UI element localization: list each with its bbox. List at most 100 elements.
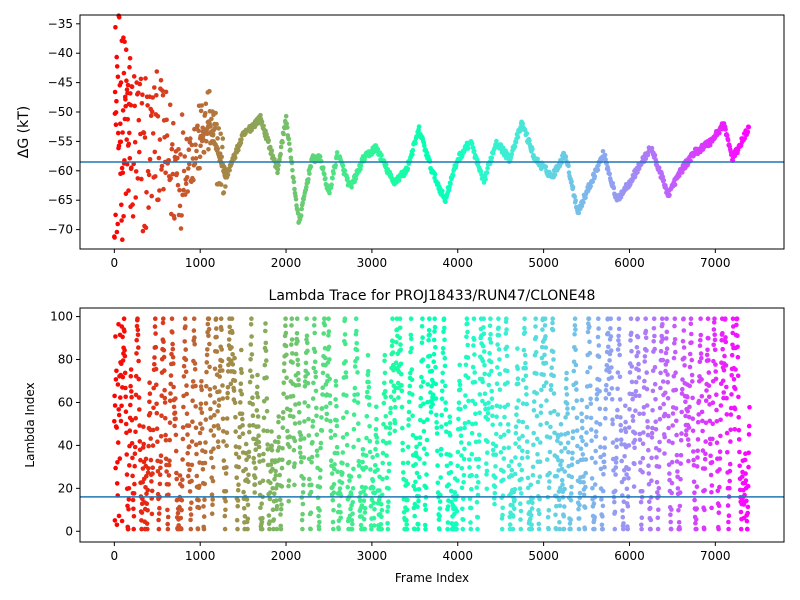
lambda-point — [501, 445, 507, 451]
lambda-point — [286, 498, 292, 504]
lambda-point — [665, 396, 671, 401]
lambda-point — [330, 497, 336, 503]
lambda-point — [622, 454, 627, 459]
lambda-point — [472, 379, 478, 385]
lambda-point — [145, 508, 150, 513]
lambda-point — [735, 333, 740, 339]
lambda-point — [332, 466, 337, 472]
lambda-point — [148, 457, 154, 463]
lambda-point — [171, 404, 177, 410]
lambda-point — [476, 480, 481, 485]
dg-point — [179, 213, 184, 218]
lambda-point — [507, 522, 513, 527]
dg-point — [140, 92, 145, 97]
dg-point — [128, 102, 134, 108]
lambda-point — [438, 452, 444, 458]
lambda-point — [387, 421, 393, 426]
lambda-point — [633, 389, 639, 394]
lambda-point — [472, 401, 478, 407]
lambda-point — [327, 376, 333, 382]
lambda-point — [672, 337, 678, 342]
lambda-point — [412, 487, 418, 492]
lambda-point — [247, 429, 252, 435]
lambda-point — [644, 386, 650, 392]
dg-point — [125, 82, 131, 88]
lambda-point — [439, 396, 445, 402]
x-tick-label: 4000 — [442, 256, 473, 270]
y-tick-label: −60 — [48, 164, 73, 178]
lambda-point — [608, 326, 613, 331]
dg-point — [124, 161, 130, 167]
lambda-point — [462, 421, 468, 426]
lambda-point — [579, 411, 584, 417]
y-tick-label: −55 — [48, 134, 73, 148]
lambda-point — [405, 460, 411, 466]
dg-point — [161, 186, 166, 192]
lambda-point — [717, 456, 723, 461]
dg-point — [170, 171, 176, 177]
lambda-point — [118, 395, 123, 400]
lambda-point — [153, 366, 159, 372]
lambda-point — [644, 348, 649, 353]
lambda-point — [133, 392, 139, 398]
lambda-point — [676, 508, 681, 513]
dg-point — [139, 176, 144, 182]
lambda-point — [395, 380, 401, 386]
lambda-point — [599, 497, 604, 502]
lambda-point — [543, 360, 549, 366]
lambda-point — [634, 353, 639, 359]
lambda-point — [168, 381, 173, 387]
lambda-point — [417, 441, 423, 447]
dg-point — [220, 136, 226, 141]
lambda-point — [463, 362, 469, 368]
lambda-point — [182, 339, 187, 344]
lambda-point — [664, 329, 670, 335]
dg-point — [216, 126, 221, 131]
lambda-point — [547, 470, 552, 476]
lambda-point — [587, 365, 593, 370]
lambda-point — [428, 410, 434, 415]
dg-point — [280, 140, 285, 145]
lambda-point — [493, 452, 499, 458]
lambda-point — [289, 342, 294, 347]
lambda-point — [745, 510, 750, 516]
lambda-point — [596, 343, 602, 348]
dg-point — [293, 197, 299, 202]
lambda-point — [243, 441, 249, 447]
lambda-point — [153, 344, 159, 350]
lambda-point — [488, 316, 493, 322]
lambda-point — [695, 455, 700, 460]
dg-point — [345, 176, 350, 181]
lambda-point — [112, 419, 117, 424]
dg-point — [154, 69, 160, 74]
lambda-point — [509, 467, 515, 473]
lambda-point — [446, 482, 452, 487]
lambda-point — [328, 418, 333, 424]
lambda-point — [485, 417, 491, 422]
lambda-point — [198, 401, 204, 407]
lambda-point — [129, 441, 135, 446]
lambda-point — [663, 350, 669, 356]
lambda-point — [281, 410, 286, 415]
dg-point — [126, 188, 131, 193]
lambda-point — [727, 478, 732, 484]
dg-point — [611, 185, 617, 191]
lambda-point — [656, 485, 662, 491]
dg-point — [197, 165, 202, 171]
lambda-point — [239, 411, 245, 417]
lambda-point — [474, 499, 480, 505]
lambda-point — [189, 439, 195, 444]
lambda-point — [677, 526, 682, 532]
dg-point — [149, 193, 154, 199]
lambda-point — [238, 381, 244, 387]
lambda-point — [685, 408, 690, 414]
lambda-point — [344, 431, 350, 437]
lambda-point — [304, 333, 310, 339]
lambda-point — [564, 376, 569, 382]
lambda-point — [673, 406, 679, 411]
lambda-point — [387, 440, 392, 445]
dg-point — [160, 92, 166, 98]
lambda-point — [656, 493, 661, 499]
lambda-point — [501, 456, 507, 461]
lambda-point — [317, 508, 322, 513]
